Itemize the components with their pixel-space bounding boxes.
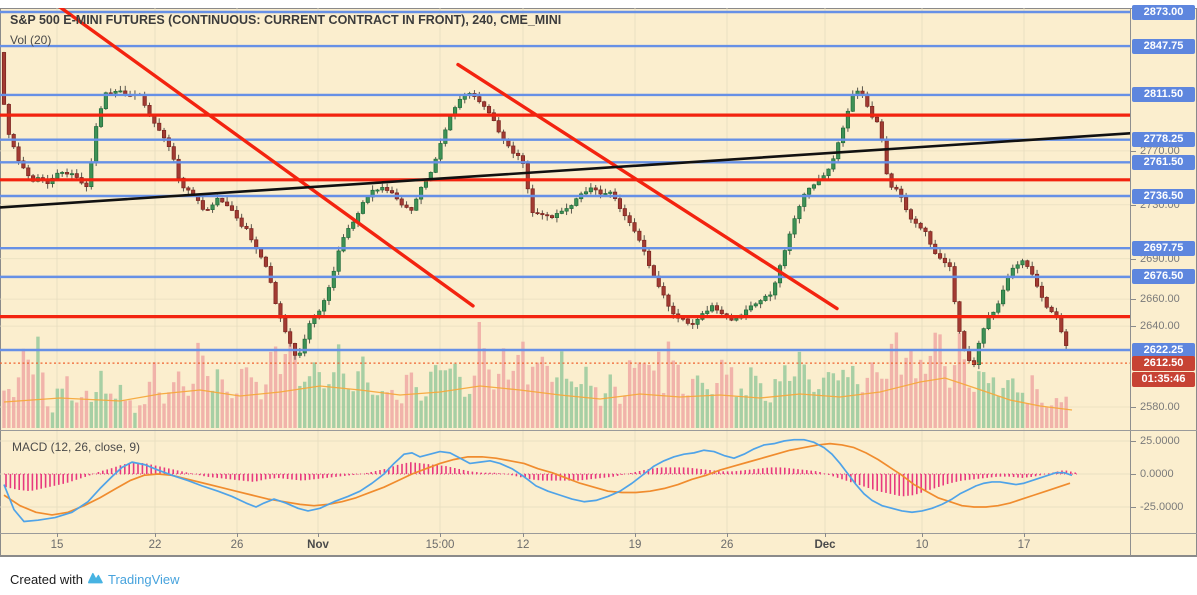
- candles: [1, 51, 1069, 370]
- price-level-badge: 2847.75: [1132, 38, 1195, 54]
- time-tick-mark: [825, 533, 826, 537]
- pane-separator-macd[interactable]: [0, 430, 1197, 431]
- macd-tick-label: 25.0000: [1140, 435, 1180, 447]
- time-tick-label: 10: [915, 539, 929, 551]
- axis-separator: [1130, 8, 1131, 556]
- time-tick-label: 15:00: [425, 539, 455, 551]
- price-level-badge: 2736.50: [1132, 188, 1195, 204]
- black-uptrend: [0, 132, 1130, 209]
- time-tick-mark: [1024, 533, 1025, 537]
- time-tick-label: 19: [628, 539, 642, 551]
- tradingview-logo-icon[interactable]: [87, 570, 104, 588]
- price-tick-mark: [1131, 299, 1136, 301]
- time-tick-mark: [155, 533, 156, 537]
- time-tick-label: Nov: [307, 539, 329, 551]
- created-with-text: Created with: [10, 571, 83, 587]
- time-tick-label: 17: [1017, 539, 1031, 551]
- price-tick-label: 2640.00: [1140, 320, 1180, 333]
- time-tick-label: 26: [230, 539, 244, 551]
- tradingview-brand-link[interactable]: TradingView: [107, 571, 180, 587]
- time-tick-label: 12: [516, 539, 530, 551]
- price-tick-label: 2770.00: [1140, 144, 1180, 157]
- red-downtrend-2: [456, 62, 839, 311]
- price-tick-mark: [1131, 406, 1136, 408]
- macd-tick-label: 0.0000: [1140, 468, 1174, 480]
- chart-bottom-frame: [0, 556, 1197, 557]
- price-tick-mark: [1131, 204, 1136, 206]
- price-level-badge: 2622.25: [1132, 342, 1195, 358]
- macd-histogram: [5, 462, 1076, 497]
- time-tick-mark: [318, 533, 319, 537]
- macd-pane: [0, 430, 1130, 533]
- time-tick-mark: [922, 533, 923, 537]
- time-tick-mark: [57, 533, 58, 537]
- price-level-badge: 2761.50: [1132, 154, 1195, 170]
- main-pane: [0, 8, 1130, 430]
- time-tick-mark: [727, 533, 728, 537]
- bar-countdown-badge: 01:35:46: [1132, 372, 1195, 388]
- time-tick-label: 15: [50, 539, 64, 551]
- last-price-badge: 2612.50: [1132, 355, 1195, 371]
- time-tick-mark: [440, 533, 441, 537]
- time-tick-label: 22: [148, 539, 162, 551]
- price-tick-mark: [1131, 150, 1136, 152]
- plot-area[interactable]: [0, 0, 1197, 556]
- macd-tick-mark: [1131, 507, 1136, 508]
- time-tick-mark: [237, 533, 238, 537]
- price-tick-label: 2580.00: [1140, 400, 1180, 413]
- time-tick-mark: [635, 533, 636, 537]
- price-level-badge: 2873.00: [1132, 4, 1195, 20]
- macd-signal-line: [3, 442, 1071, 516]
- time-tick-label: Dec: [814, 539, 836, 551]
- price-level-badge: 2778.25: [1132, 132, 1195, 148]
- volume-bars: [2, 322, 1068, 428]
- macd-main-line: [3, 438, 1073, 523]
- price-tick-label: 2660.00: [1140, 293, 1180, 306]
- chart-background: [0, 8, 1197, 556]
- red-downtrend-1: [58, 8, 475, 308]
- macd-tick-mark: [1131, 474, 1136, 475]
- macd-tick-label: -25.0000: [1140, 501, 1184, 513]
- attribution-footer: Created with TradingView: [10, 570, 180, 588]
- pane-separator-timeaxis: [0, 533, 1197, 534]
- macd-tick-mark: [1131, 441, 1136, 442]
- time-tick-mark: [523, 533, 524, 537]
- price-tick-mark: [1131, 258, 1136, 260]
- price-level-badge: 2811.50: [1132, 87, 1195, 103]
- volume-ma-line: [3, 377, 1073, 411]
- price-level-badge: 2676.50: [1132, 269, 1195, 285]
- price-level-badge: 2697.75: [1132, 240, 1195, 256]
- price-tick-mark: [1131, 326, 1136, 328]
- time-tick-label: 26: [720, 539, 734, 551]
